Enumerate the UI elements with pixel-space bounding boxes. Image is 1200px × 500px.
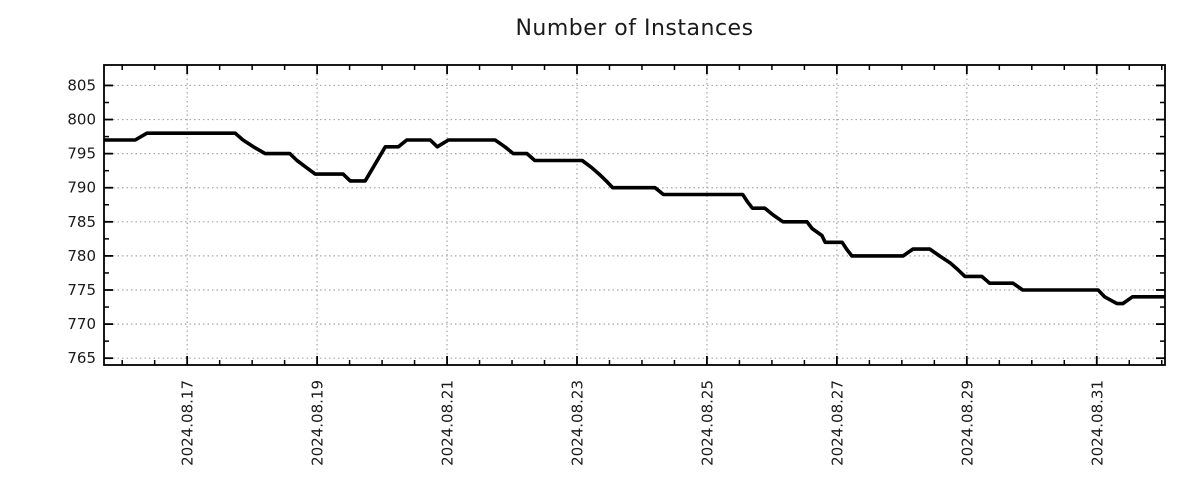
x-tick-label: 2024.08.25 [698, 380, 716, 466]
x-tick-label: 2024.08.21 [439, 380, 457, 466]
y-tick-label: 805 [67, 76, 96, 94]
x-tick-label: 2024.08.19 [309, 380, 327, 466]
y-tick-label: 775 [67, 281, 96, 299]
chart-title: Number of Instances [515, 16, 754, 41]
tick-marks [104, 65, 1165, 365]
y-tick-label: 800 [67, 111, 96, 129]
y-tick-label: 795 [67, 145, 96, 163]
y-tick-label: 770 [67, 315, 96, 333]
y-tick-label: 785 [67, 213, 96, 231]
gridlines [104, 65, 1165, 365]
x-tick-labels: 2024.08.17 2024.08.19 2024.08.21 2024.08.23… [179, 380, 1107, 466]
y-tick-label: 765 [67, 349, 96, 367]
y-tick-label: 780 [67, 247, 96, 265]
x-tick-label: 2024.08.17 [179, 380, 197, 466]
y-tick-labels: 765 770 775 780 785 790 795 800 805 [67, 76, 96, 367]
plot-border [103, 64, 1166, 366]
x-tick-label: 2024.08.27 [828, 380, 846, 466]
x-tick-label: 2024.08.23 [568, 380, 586, 466]
y-tick-label: 790 [67, 179, 96, 197]
x-tick-label: 2024.08.31 [1088, 380, 1106, 466]
x-tick-label: 2024.08.29 [958, 380, 976, 466]
series-line-instances [104, 131, 1165, 306]
